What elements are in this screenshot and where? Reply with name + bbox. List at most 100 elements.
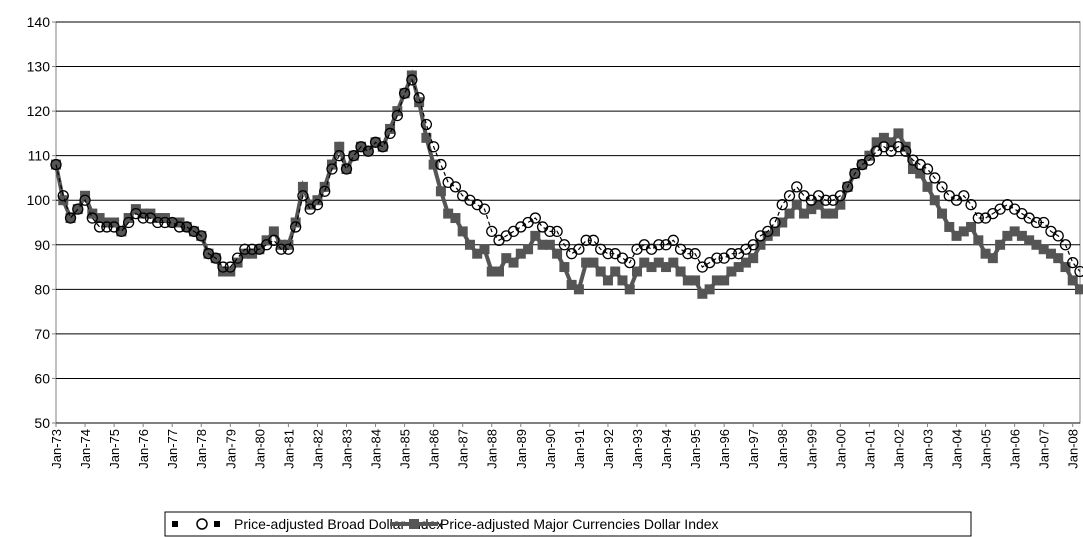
point (122, 216, 135, 229)
point (1060, 262, 1071, 273)
point (529, 212, 541, 224)
point (391, 109, 403, 122)
point (653, 257, 664, 268)
x-tick-label: Jan-79 (223, 429, 238, 469)
point (682, 248, 694, 260)
point (784, 208, 795, 219)
x-tick-label: Jan-08 (1066, 429, 1081, 469)
point (972, 212, 984, 224)
point (936, 181, 948, 193)
point (537, 239, 548, 250)
point (668, 257, 679, 268)
point (486, 225, 498, 238)
x-tick-label: Jan-95 (688, 429, 703, 469)
point (921, 163, 934, 175)
point (93, 221, 106, 233)
point (610, 266, 621, 277)
series-line (55, 78, 1081, 272)
x-tick-label: Jan-96 (717, 429, 732, 469)
point (72, 203, 84, 215)
point (167, 217, 178, 228)
point (224, 261, 236, 273)
point (246, 243, 258, 255)
x-tick-label: Jan-90 (543, 429, 558, 469)
point (94, 213, 105, 224)
point (348, 150, 359, 161)
point (450, 213, 461, 224)
point (1074, 265, 1083, 278)
point (159, 216, 171, 229)
point (1038, 244, 1049, 255)
point (449, 181, 462, 193)
point (958, 190, 970, 202)
point (544, 225, 556, 238)
point (777, 217, 788, 228)
point (1024, 235, 1035, 246)
point (79, 194, 91, 206)
point (711, 275, 722, 286)
point (937, 208, 948, 219)
point (776, 199, 788, 211)
x-tick-label: Jan-01 (862, 429, 877, 469)
x-tick-label: Jan-99 (804, 429, 819, 469)
point (573, 284, 584, 295)
point (420, 118, 433, 131)
point (348, 150, 360, 162)
point (551, 225, 563, 238)
x-tick-label: Jan-07 (1037, 429, 1052, 469)
x-tick-label: Jan-98 (775, 429, 790, 469)
point (661, 262, 672, 273)
x-tick-label: Jan-89 (514, 429, 529, 469)
x-tick-label: Jan-00 (833, 429, 848, 469)
x-tick-label: Jan-97 (746, 429, 761, 469)
x-tick-label: Jan-92 (601, 429, 616, 469)
y-tick-label: 140 (27, 14, 51, 30)
point (841, 181, 854, 193)
point (334, 141, 345, 152)
point (1016, 230, 1027, 241)
point (377, 141, 388, 152)
point (275, 243, 287, 255)
point (995, 239, 1006, 250)
point (762, 225, 774, 238)
point (486, 266, 497, 277)
x-tick-label: Jan-03 (920, 429, 935, 469)
point (922, 181, 933, 192)
point (1038, 216, 1050, 229)
y-tick-label: 110 (28, 148, 51, 164)
point (428, 159, 439, 170)
point (501, 253, 512, 264)
point (835, 199, 846, 210)
point (900, 145, 912, 157)
point (878, 132, 889, 143)
point (740, 257, 751, 268)
point (1067, 275, 1078, 286)
point (268, 226, 279, 237)
point (1002, 230, 1013, 241)
point (791, 199, 802, 210)
point (799, 208, 810, 219)
point (326, 163, 338, 175)
x-tick-label: Jan-93 (630, 429, 645, 469)
x-tick-label: Jan-02 (891, 429, 906, 469)
point (435, 186, 446, 197)
point (413, 92, 425, 104)
legend-swatch (196, 518, 208, 530)
point (552, 248, 563, 259)
point (719, 275, 730, 286)
point (689, 248, 701, 260)
x-tick-label: Jan-91 (572, 429, 587, 469)
x-tick-label: Jan-77 (165, 429, 180, 469)
point (297, 181, 308, 192)
point (1059, 239, 1072, 251)
point (711, 252, 723, 264)
point (907, 164, 918, 175)
x-tick-label: Jan-74 (78, 429, 93, 469)
x-tick-label: Jan-85 (398, 429, 413, 469)
y-tick-label: 60 (34, 370, 50, 386)
point (602, 275, 613, 286)
y-tick-label: 70 (34, 326, 50, 342)
x-tick-label: Jan-75 (107, 429, 122, 469)
point (494, 266, 505, 277)
